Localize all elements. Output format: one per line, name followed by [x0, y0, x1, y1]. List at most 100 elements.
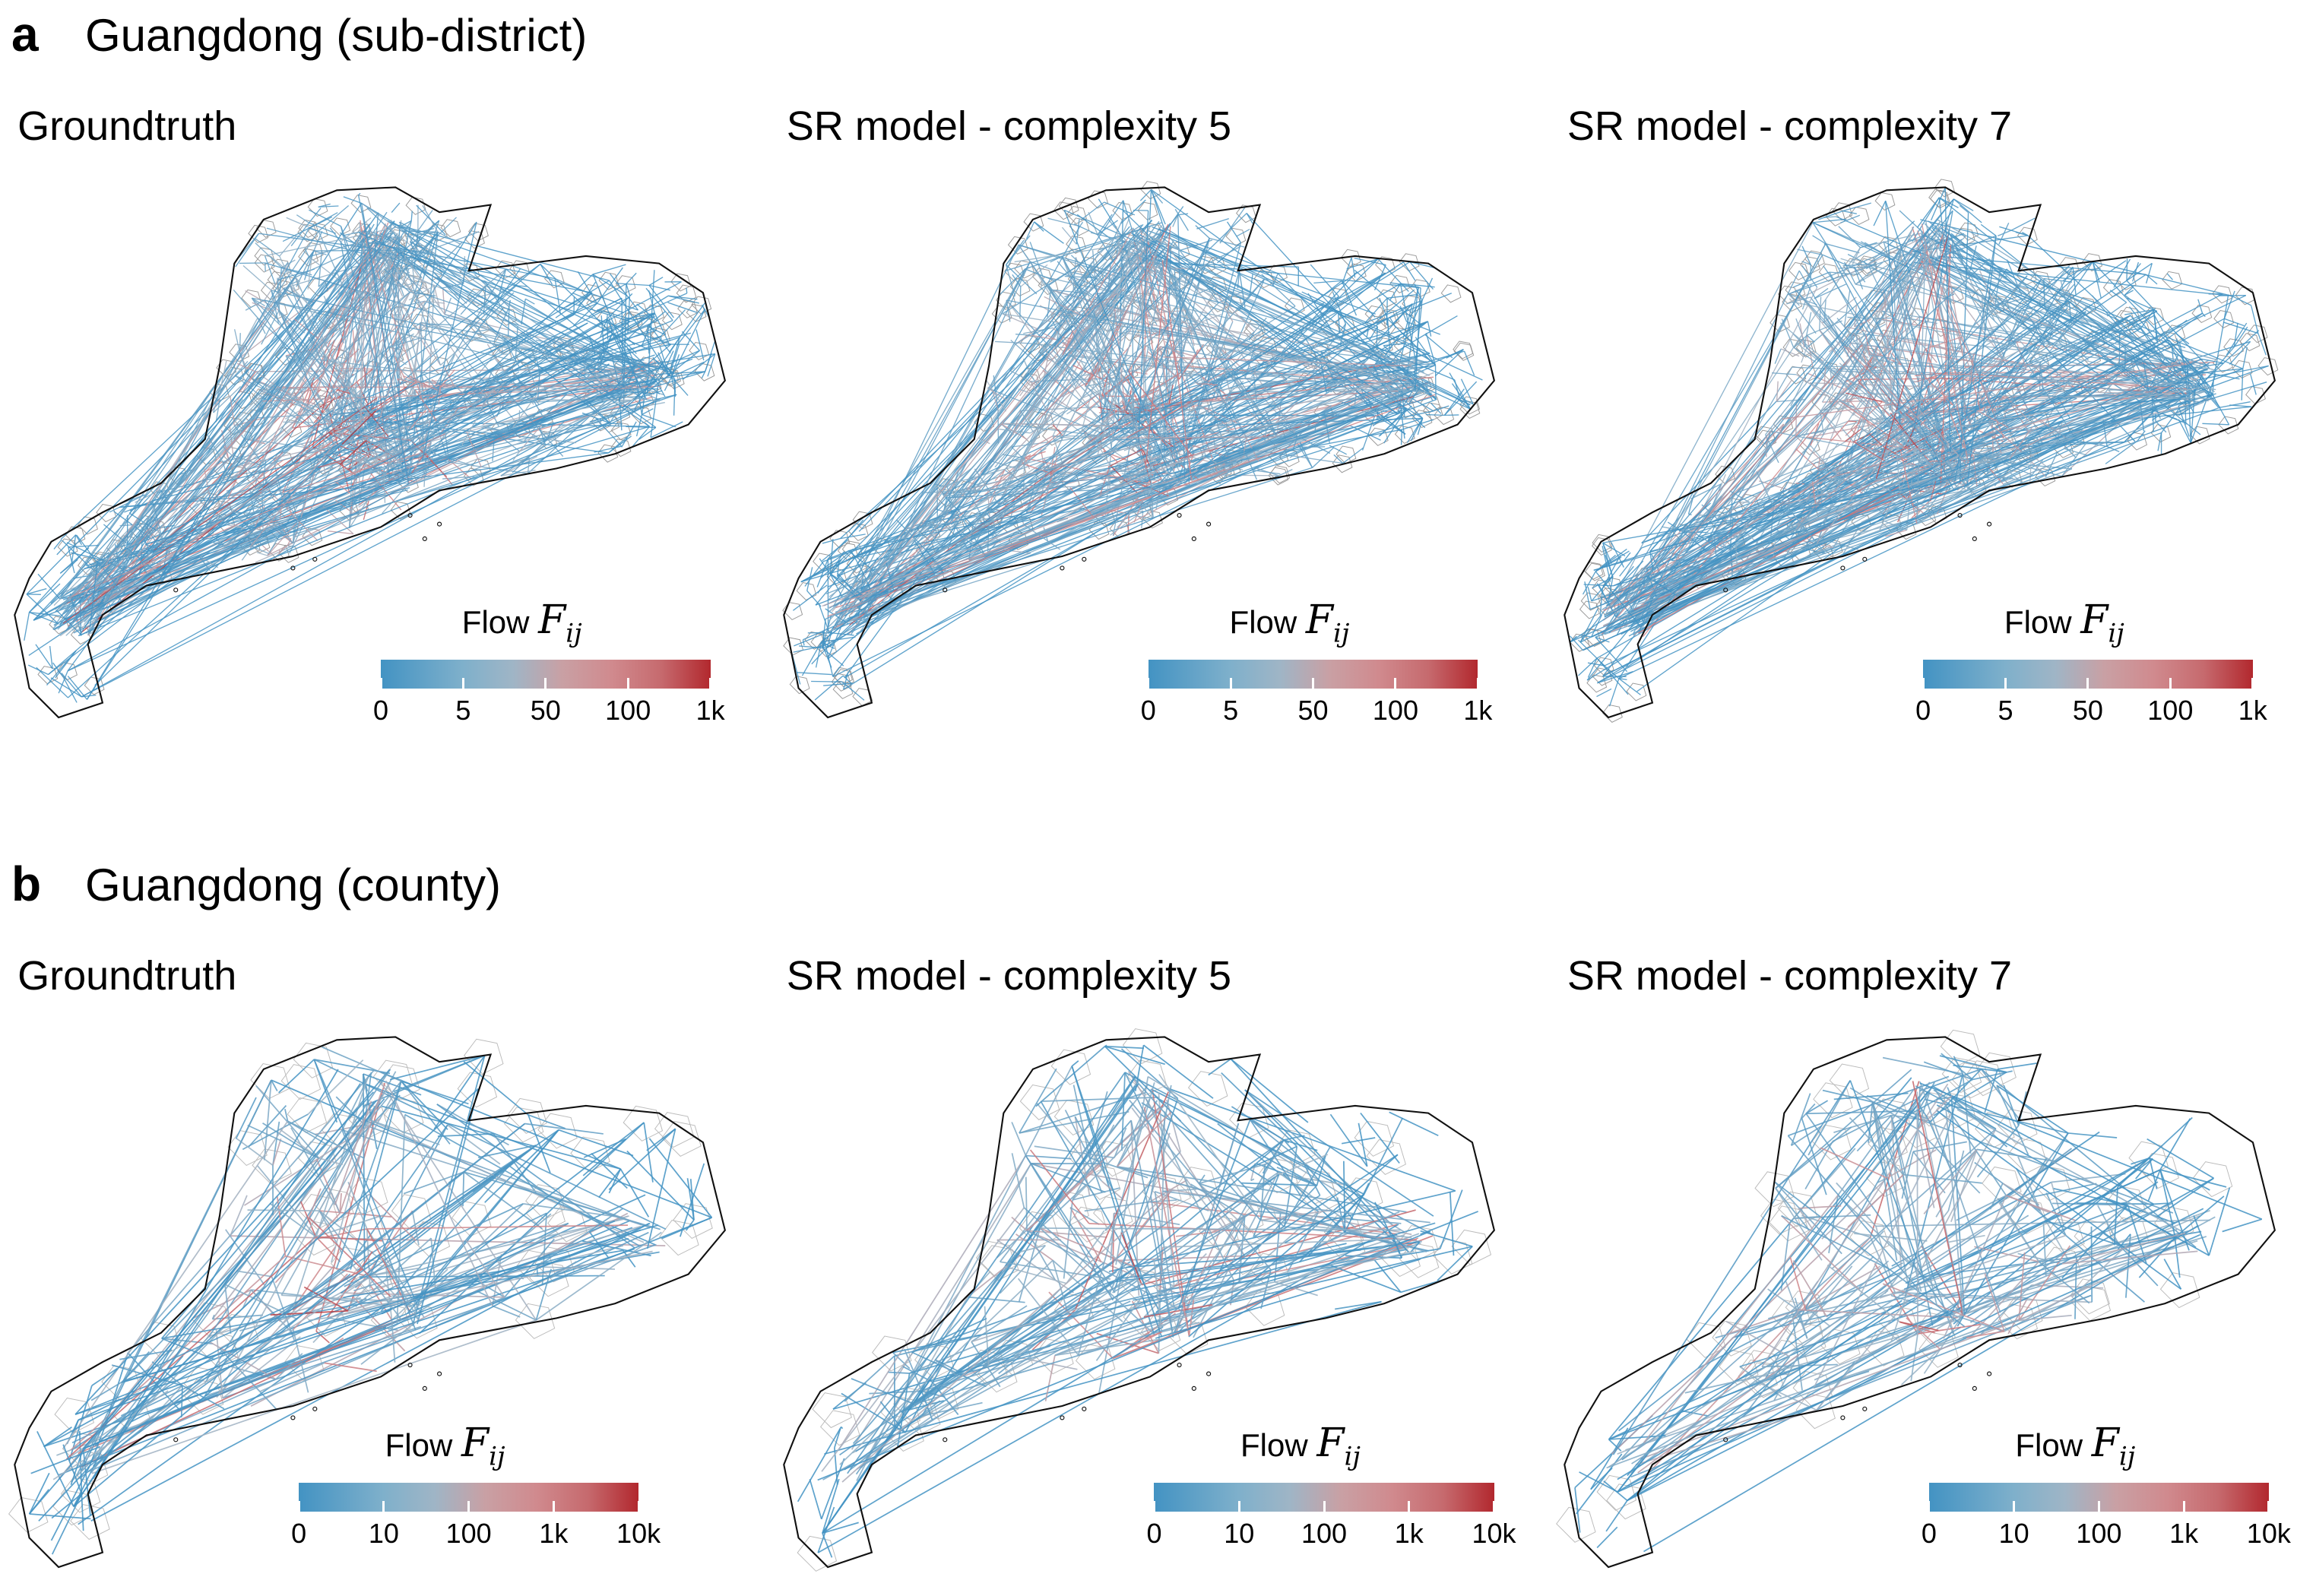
flow-line: [1422, 278, 1433, 301]
flow-line: [443, 290, 445, 315]
flow-line: [365, 1125, 651, 1227]
flow-line: [901, 1262, 1130, 1412]
flow-line: [265, 263, 266, 271]
flow-line: [1444, 382, 1476, 415]
flow-line: [68, 676, 87, 700]
flow-line: [52, 1493, 81, 1518]
flow-line: [2167, 274, 2172, 280]
flow-line: [391, 203, 400, 213]
colorbar-tick: [2251, 678, 2254, 689]
flow-line: [235, 329, 240, 352]
region-boundary: [662, 1121, 701, 1156]
flow-symbol: Fij: [1306, 597, 1350, 643]
colorbar-label: Flow: [2004, 604, 2072, 640]
flow-line: [1041, 1097, 1158, 1101]
flow-line: [1849, 421, 1856, 422]
flow-line: [1401, 429, 1402, 445]
island: [438, 522, 442, 526]
island: [1060, 566, 1064, 570]
flow-line: [1424, 334, 1452, 358]
flow-line: [243, 266, 271, 291]
colorbar-tick: [553, 1501, 555, 1512]
flow-line: [2107, 447, 2119, 452]
flow-line: [1260, 1210, 1332, 1220]
flow-symbol: Fij: [2080, 597, 2124, 643]
flow-line: [626, 284, 630, 296]
flow-line: [68, 434, 445, 598]
region-boundary: [2162, 272, 2182, 290]
map-subtitle: SR model - complexity 5: [787, 952, 1231, 999]
island: [1192, 537, 1196, 541]
flow-line: [1034, 222, 1063, 243]
flow-line: [2044, 279, 2045, 308]
colorbar-tick: [380, 678, 382, 689]
flow-line: [642, 409, 653, 415]
colorbar-tick: [467, 1501, 470, 1512]
flow-line: [616, 283, 649, 286]
flow-line: [359, 194, 360, 195]
colorbar-tick: [627, 678, 629, 689]
flow-line: [1220, 207, 1245, 243]
flow-line: [1036, 1047, 1105, 1107]
colorbar-gradient: [1148, 660, 1478, 689]
flow-line: [239, 333, 240, 352]
flow-line: [2242, 369, 2243, 401]
flow-line: [95, 426, 360, 686]
flow-line: [839, 1140, 1283, 1455]
island: [1863, 558, 1867, 562]
panel-title: Guangdong (sub-district): [85, 9, 587, 62]
flow-line: [1236, 230, 1249, 236]
colorbar-tick: [1230, 678, 1232, 689]
colorbar-label: Flow: [462, 604, 530, 640]
flow-line: [411, 211, 412, 221]
flow-line: [821, 426, 1100, 642]
flow-line: [409, 349, 438, 376]
colorbar-tick: [709, 678, 711, 689]
island: [174, 588, 178, 592]
flow-line: [651, 422, 683, 438]
flow-line: [64, 678, 78, 703]
flow-line: [24, 613, 30, 641]
flow-line: [1814, 284, 1846, 299]
flow-line: [1342, 1138, 1375, 1144]
flow-line: [1992, 423, 1993, 453]
island: [438, 1372, 442, 1376]
flow-line: [1313, 281, 1342, 283]
flow-line: [279, 1059, 315, 1093]
island: [1206, 522, 1210, 526]
colorbar-tick-label: 5: [455, 695, 470, 727]
flow-line: [696, 330, 704, 361]
region-boundary: [1123, 1029, 1161, 1064]
flow-line: [1602, 345, 1861, 635]
flow-line: [1424, 316, 1457, 335]
colorbar-label: Flow: [385, 1427, 453, 1463]
flow-line: [1819, 297, 1820, 331]
island: [1177, 514, 1181, 518]
colorbar-tick-label: 50: [1298, 695, 1329, 727]
flow-line: [60, 548, 89, 574]
colorbar-title: Flow Fij: [2004, 597, 2124, 648]
flow-line: [1611, 420, 2039, 612]
flow-line: [1196, 219, 1228, 229]
colorbar-tick-label: 100: [2147, 695, 2193, 727]
symbol: F: [461, 1420, 489, 1466]
flow-line: [1361, 1113, 1399, 1163]
map-subtitle: Groundtruth: [17, 952, 236, 999]
region-boundary: [1367, 1139, 1405, 1174]
flow-line: [273, 1122, 279, 1165]
colorbar-tick-label: 0: [291, 1518, 306, 1550]
colorbar-tick-label: 10: [369, 1518, 399, 1550]
colorbar-tick-label: 1k: [2238, 695, 2267, 727]
flow-line: [30, 1514, 91, 1518]
flow-line: [809, 1479, 821, 1519]
flow-line: [626, 427, 655, 428]
colorbar-tick-label: 10k: [616, 1518, 661, 1550]
colorbar-tick: [462, 678, 464, 689]
colorbar-tick-label: 100: [446, 1518, 492, 1550]
flow-line: [1839, 226, 1861, 248]
region-boundary: [508, 1098, 547, 1133]
flow-line: [1312, 448, 1333, 468]
flow-line: [1844, 290, 1849, 326]
